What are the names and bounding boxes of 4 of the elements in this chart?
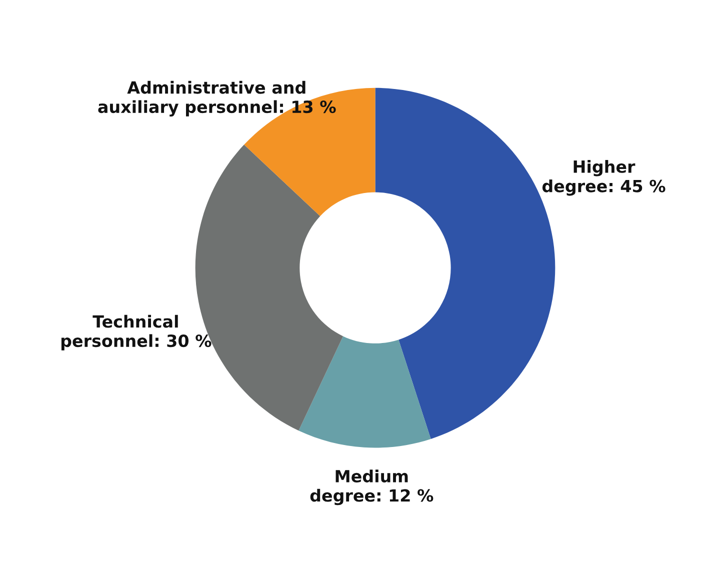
slice-label: Medium degree: 12 % [310,470,434,506]
slice-label: Higher degree: 45 % [542,160,666,196]
slice-label: Technical personnel: 30 % [61,314,212,350]
slice-label: Administrative and auxiliary personnel: 13 % [98,80,336,116]
